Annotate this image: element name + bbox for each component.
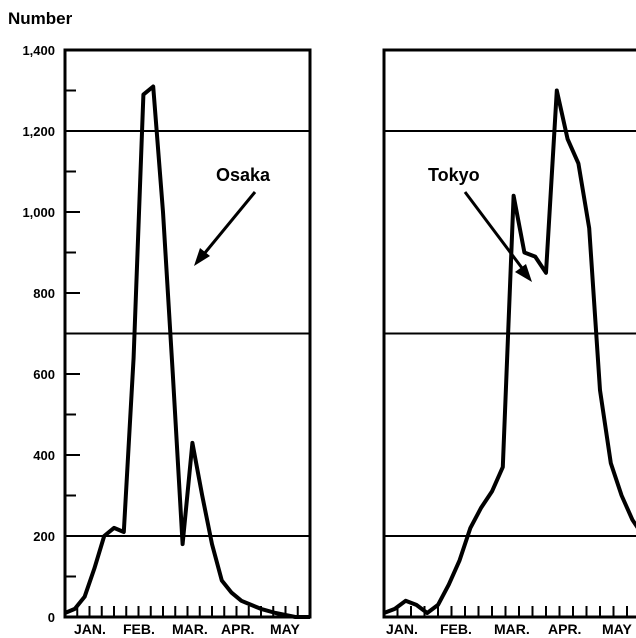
- tokyo-annotation-arrow: [463, 191, 524, 269]
- x-tick-label: MAR.: [172, 621, 208, 637]
- y-tick-label: 600: [33, 367, 55, 382]
- x-tick-label: JAN.: [386, 621, 418, 637]
- y-tick-label: 1,400: [22, 43, 55, 58]
- osaka-panel: Number 0 200 400 600 800 1,000 1,200 1,400 JAN.…: [8, 9, 312, 637]
- y-tick-label: 1,000: [22, 205, 55, 220]
- y-tick-label: 1,200: [22, 124, 55, 139]
- x-tick-label: APR.: [548, 621, 581, 637]
- osaka-y-ticks: 0 200 400 600 800 1,000 1,200 1,400: [22, 43, 80, 625]
- osaka-annotation-arrow: [202, 191, 257, 255]
- osaka-series-line: [64, 84, 310, 619]
- x-tick-label: FEB.: [440, 621, 472, 637]
- tokyo-annotation: Tokyo: [428, 165, 532, 282]
- osaka-annotation-label: Osaka: [216, 165, 271, 185]
- x-tick-label: MAY: [270, 621, 300, 637]
- osaka-x-tick-labels: JAN. FEB. MAR. APR. MAY: [74, 621, 300, 637]
- y-axis-title: Number: [8, 9, 73, 28]
- x-tick-label: JAN.: [74, 621, 106, 637]
- osaka-annotation-arrowhead: [194, 248, 210, 266]
- x-tick-label: FEB.: [123, 621, 155, 637]
- tokyo-series-line: [383, 88, 636, 615]
- osaka-x-minor-ticks: [76, 606, 299, 617]
- x-tick-label: APR.: [221, 621, 254, 637]
- y-tick-label: 200: [33, 529, 55, 544]
- x-tick-label: MAR.: [494, 621, 530, 637]
- y-tick-label: 800: [33, 286, 55, 301]
- x-tick-label: MAY: [602, 621, 632, 637]
- tokyo-annotation-arrowhead: [515, 264, 532, 282]
- y-tick-label: 0: [48, 610, 55, 625]
- tokyo-grid: [384, 130, 636, 537]
- tokyo-annotation-label: Tokyo: [428, 165, 480, 185]
- tokyo-x-tick-labels: JAN. FEB. MAR. APR. MAY: [386, 621, 632, 637]
- tokyo-x-minor-ticks: [396, 606, 628, 617]
- y-tick-label: 400: [33, 448, 55, 463]
- osaka-annotation: Osaka: [194, 165, 271, 266]
- tokyo-panel: JAN. FEB. MAR. APR. MAY Tokyo: [382, 48, 636, 637]
